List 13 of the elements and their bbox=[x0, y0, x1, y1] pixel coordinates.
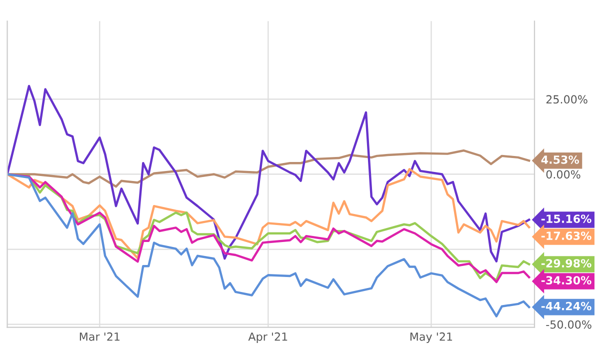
line-series bbox=[7, 168, 530, 260]
y-tick-label: 0.00% bbox=[546, 170, 580, 179]
annotation: -29.98% bbox=[541, 259, 592, 268]
x-tick-label: Mar '21 bbox=[80, 332, 120, 341]
annotation: -17.63% bbox=[541, 232, 592, 240]
annotation: -34.30% bbox=[541, 276, 592, 284]
annotation: -15.16% bbox=[541, 214, 592, 223]
y-tick-label: 25.00% bbox=[546, 95, 588, 104]
annotation: -44.24% bbox=[541, 302, 592, 310]
x-tick-label: Apr '21 bbox=[248, 332, 288, 343]
annotation: 4.53% bbox=[541, 155, 580, 164]
x-tick-label: May '21 bbox=[410, 332, 452, 343]
y-tick-label: -50.00% bbox=[546, 320, 592, 329]
